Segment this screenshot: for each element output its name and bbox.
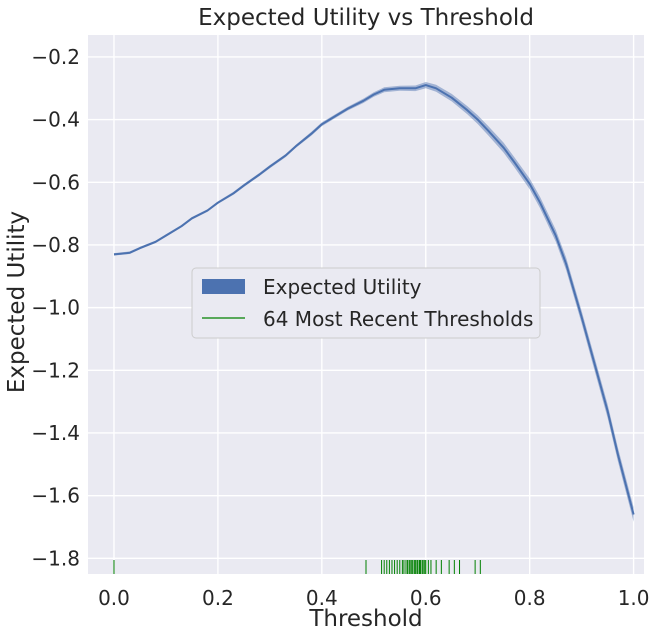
x-tick-label: 0.4 [306,586,338,610]
legend-label-thresholds: 64 Most Recent Thresholds [263,307,533,331]
y-tick-label: −1.0 [31,296,80,320]
x-tick-label: 1.0 [618,586,650,610]
threshold-rug [113,560,481,574]
x-axis-ticks: 0.0 0.2 0.4 0.6 0.8 1.0 [98,586,649,610]
x-tick-label: 0.8 [514,586,546,610]
legend-frame [191,267,541,339]
legend-swatch-expected-utility [202,279,245,294]
x-axis-label: Threshold [308,606,422,632]
y-tick-label: −0.4 [31,108,80,132]
y-tick-label: −1.4 [31,421,80,445]
y-tick-label: −0.8 [31,233,80,257]
chart-title: Expected Utility vs Threshold [198,5,534,31]
legend-label-expected-utility: Expected Utility [263,275,422,299]
y-tick-label: −0.6 [31,170,80,194]
y-tick-label: −1.6 [31,484,80,508]
x-tick-label: 0.0 [98,586,130,610]
legend: Expected Utility 64 Most Recent Threshol… [191,267,541,339]
y-axis-label: Expected Utility [4,211,30,393]
y-tick-label: −1.2 [31,358,80,382]
expected-utility-line [113,84,635,515]
y-tick-label: −1.8 [31,546,80,570]
x-tick-label: 0.6 [410,586,442,610]
y-axis-ticks: −0.2 −0.4 −0.6 −0.8 −1.0 −1.2 −1.4 −1.6 −1.8 [31,45,80,570]
y-tick-label: −0.2 [31,45,80,69]
x-tick-label: 0.2 [202,586,234,610]
